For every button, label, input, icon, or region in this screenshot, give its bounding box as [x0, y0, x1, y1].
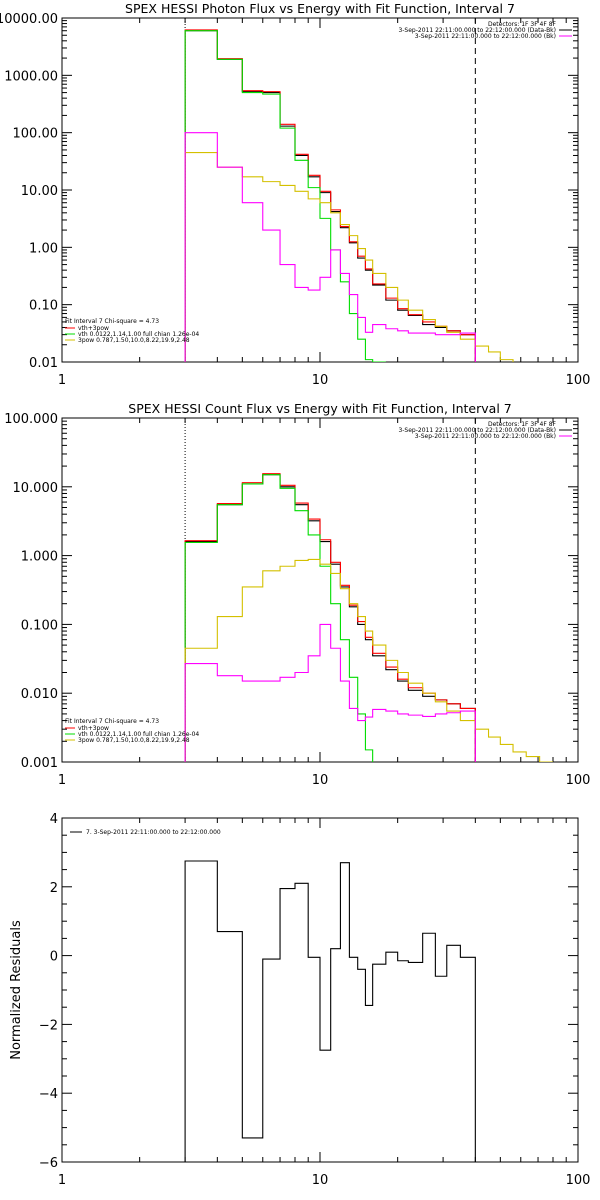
- photon-flux-panel: SPEX HESSI Photon Flux vs Energy with Fi…: [0, 1, 590, 388]
- y-tick-label: 100.000: [4, 412, 58, 427]
- y-tick-label: 0.010: [21, 687, 58, 702]
- series-line-data-bk: [184, 30, 476, 362]
- y-tick-label: 10.000: [13, 481, 59, 496]
- legend-entry: 7. 3-Sep-2011 22:11:00.000 to 22:12:00.0…: [86, 829, 221, 836]
- y-tick-label: 10000.00: [0, 12, 58, 27]
- y-axis-label: Normalized Residuals: [9, 920, 24, 1060]
- series-group: [184, 473, 553, 762]
- residuals-panel: 1 10 100 4 2 0 −2 −4 −6 Normalized Residuals 7. 3-…: [9, 812, 590, 1188]
- y-tick-label: 0.01: [29, 356, 58, 371]
- y-tick-label: 0.100: [21, 618, 58, 633]
- y-tick-label: −4: [39, 1087, 58, 1102]
- legend-entry: 3-Sep-2011 22:11:00.000 to 22:12:00.000 …: [398, 27, 556, 34]
- series-line-bk: [184, 623, 476, 762]
- chart-title: SPEX HESSI Count Flux vs Energy with Fit…: [128, 401, 511, 416]
- legend-entry: vth+3pow: [78, 725, 109, 732]
- legend-entry: 3pow 0.787,1.50,10.0,8.22,19.9,2.48: [78, 737, 190, 744]
- x-tick-label: 1: [58, 373, 66, 388]
- x-tick-label: 1: [58, 1173, 66, 1188]
- series-group: [184, 29, 514, 362]
- series-line-3pow: [184, 152, 514, 362]
- legend-entry: vth 0.0122,1.14,1.00 full chian 1.26e-04: [78, 331, 199, 338]
- legend-entry: Fit Interval 7 Chi-square = 4.73: [65, 318, 159, 325]
- legend-entry: vth+3pow: [78, 325, 109, 332]
- y-tick-label: 1.000: [21, 550, 58, 565]
- y-tick-label: 0.001: [21, 756, 58, 771]
- y-tick-label: 10.00: [21, 184, 58, 199]
- legend-entry: Fit Interval 7 Chi-square = 4.73: [65, 718, 159, 725]
- x-tick-label: 10: [312, 373, 329, 388]
- series-line-residuals: [184, 860, 476, 1162]
- x-tick-label: 100: [566, 373, 591, 388]
- series-line-vth: [184, 474, 374, 762]
- series-line-vth: [184, 30, 386, 362]
- y-tick-label: 1000.00: [4, 69, 58, 84]
- x-tick-label: 1: [58, 773, 66, 788]
- y-tick-label: 2: [50, 881, 58, 896]
- x-tick-label: 10: [312, 1173, 329, 1188]
- y-tick-label: 0: [50, 950, 58, 965]
- legend-entry: 3-Sep-2011 22:11:00.000 to 22:12:00.000 …: [415, 433, 556, 440]
- plot-frame: [61, 417, 579, 763]
- series-group: [184, 860, 476, 1162]
- y-tick-label: 1.00: [29, 241, 58, 256]
- legend-entry: Detectors: 1F 3F 4F 8F: [488, 421, 557, 428]
- legend-entry: 3-Sep-2011 22:11:00.000 to 22:12:00.000 …: [415, 33, 556, 40]
- legend-entry: 3pow 0.787,1.50,10.0,8.22,19.9,2.48: [78, 337, 190, 344]
- series-line-vth-3pow: [184, 29, 476, 362]
- chart-title: SPEX HESSI Photon Flux vs Energy with Fi…: [125, 1, 515, 16]
- x-tick-label: 10: [312, 773, 329, 788]
- series-line-data-bk: [184, 474, 476, 762]
- series-line-bk: [184, 132, 476, 362]
- y-tick-label: 0.10: [29, 299, 58, 314]
- count-flux-panel: SPEX HESSI Count Flux vs Energy with Fit…: [4, 401, 590, 788]
- y-tick-label: −2: [39, 1018, 58, 1033]
- y-tick-label: 4: [50, 812, 58, 827]
- y-tick-label: −6: [39, 1156, 58, 1171]
- series-line-vth-3pow: [184, 473, 476, 762]
- x-tick-label: 100: [566, 773, 591, 788]
- legend-entry: vth 0.0122,1.14,1.00 full chian 1.26e-04: [78, 731, 199, 738]
- legend-entry: Detectors: 1F 3F 4F 8F: [488, 21, 557, 28]
- y-tick-label: 100.00: [13, 127, 59, 142]
- series-line-3pow: [184, 558, 553, 762]
- x-tick-label: 100: [566, 1173, 591, 1188]
- legend-entry: 3-Sep-2011 22:11:00.000 to 22:12:00.000 …: [398, 427, 556, 434]
